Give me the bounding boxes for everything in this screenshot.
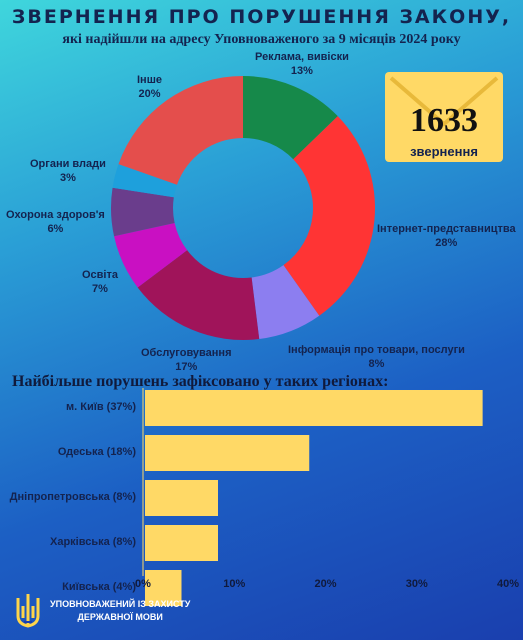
- bar-4: [145, 570, 182, 606]
- donut-chart: [111, 76, 375, 340]
- total-count-label: звернення: [410, 144, 478, 159]
- page-title: ЗВЕРНЕННЯ ПРО ПОРУШЕННЯ ЗАКОНУ,: [11, 6, 512, 28]
- donut-slice-3: [137, 250, 260, 340]
- bar-2: [145, 480, 218, 516]
- x-tick-label: 0%: [135, 578, 151, 590]
- donut-slice-1: [283, 116, 375, 316]
- donut-slice-7: [118, 76, 243, 185]
- bar-category-label: Дніпропетровська (8%): [9, 491, 136, 503]
- donut-label-internet: Інтернет-представництва 28%: [377, 223, 516, 249]
- bar-0: [145, 390, 483, 426]
- donut-slice-6: [112, 164, 177, 198]
- x-tick-label: 40%: [496, 578, 520, 590]
- bar-3: [145, 525, 218, 561]
- x-tick-label: 10%: [223, 578, 246, 590]
- donut-slice-5: [111, 187, 175, 237]
- bar-category-label: Харківська (8%): [49, 536, 136, 548]
- bar-category-label: Одеська (18%): [57, 446, 136, 458]
- envelope-icon: [389, 76, 499, 127]
- donut-label-zdorov: Охорона здоров'я 6%: [6, 209, 105, 235]
- donut-label-vlada: Органи влади 3%: [30, 158, 106, 184]
- bar-chart-title: Найбільше порушень зафіксовано у таких р…: [12, 373, 389, 390]
- donut-label-info: Інформація про товари, послуги 8%: [288, 344, 465, 370]
- total-count: 1633: [410, 102, 478, 139]
- trident-icon: [16, 594, 40, 628]
- donut-label-reklama: Реклама, вивіски 13%: [255, 51, 349, 77]
- bar-1: [145, 435, 310, 471]
- donut-slice-0: [243, 76, 338, 160]
- bar-category-label: м. Київ (37%): [66, 401, 136, 413]
- donut-label-obsluh: Обслуговування 17%: [141, 347, 232, 373]
- bar-category-label: Київська (4%): [62, 581, 136, 593]
- footer-organization: УПОВНОВАЖЕНИЙ ІЗ ЗАХИСТУ ДЕРЖАВНОЇ МОВИ: [50, 599, 191, 622]
- envelope-card: 1633 звернення: [385, 72, 503, 162]
- donut-label-osvita: Освіта 7%: [82, 269, 118, 295]
- donut-slice-2: [251, 265, 320, 339]
- donut-slice-4: [114, 222, 188, 288]
- x-tick-label: 20%: [314, 578, 337, 590]
- donut-label-inshe: Інше 20%: [137, 74, 162, 100]
- x-tick-label: 30%: [405, 578, 428, 590]
- page-subtitle: які надійшли на адресу Уповноваженого за…: [62, 32, 461, 47]
